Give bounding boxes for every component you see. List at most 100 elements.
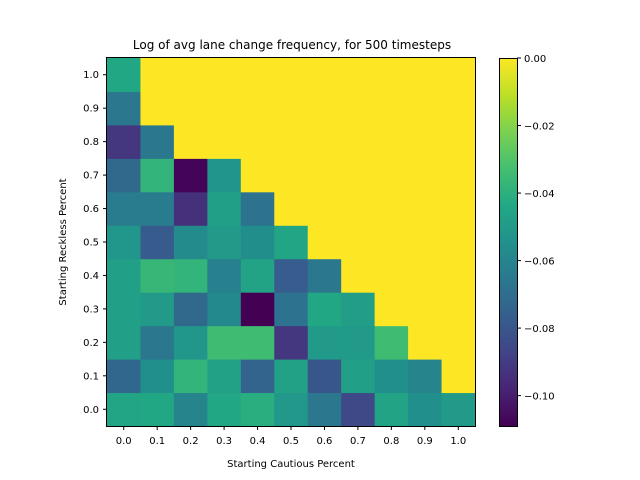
heatmap-cell <box>240 225 275 260</box>
heatmap-cell <box>441 292 476 327</box>
heatmap-cell <box>408 325 443 360</box>
heatmap-cell <box>374 359 409 394</box>
heatmap-cell <box>274 158 309 193</box>
y-tick-label: 0.2 <box>83 338 99 349</box>
heatmap-cell <box>207 158 242 193</box>
heatmap-cell <box>307 392 342 427</box>
colorbar-tick-label: −0.04 <box>524 189 555 200</box>
heatmap-cell <box>107 91 141 126</box>
x-tick-label: 0.4 <box>250 436 266 447</box>
heatmap-cell <box>274 91 309 126</box>
heatmap-cell <box>408 91 443 126</box>
heatmap-cell <box>307 325 342 360</box>
heatmap-cell <box>408 124 443 159</box>
chart-title: Log of avg lane change frequency, for 50… <box>133 38 451 52</box>
heatmap-cell <box>408 191 443 226</box>
heatmap-cell <box>374 158 409 193</box>
y-axis-label: Starting Reckless Percent <box>58 178 69 305</box>
heatmap-cell <box>408 258 443 293</box>
x-axis: 0.0 0.1 0.2 0.3 0.4 0.5 0.6 0.7 0.8 0.9 1.0 <box>116 426 466 447</box>
heatmap-cell <box>441 325 476 360</box>
y-tick-label: 0.3 <box>83 304 99 315</box>
heatmap-cell <box>441 392 476 427</box>
heatmap-cell <box>374 392 409 427</box>
heatmap-cell <box>441 225 476 260</box>
heatmap-cell <box>107 258 141 293</box>
heatmap-cell <box>140 325 175 360</box>
heatmap-cell <box>441 258 476 293</box>
heatmap-cell <box>341 225 376 260</box>
heatmap-cell <box>274 325 309 360</box>
heatmap-cell <box>207 124 242 159</box>
heatmap-cell <box>240 91 275 126</box>
heatmap-cell <box>374 225 409 260</box>
heatmap-cell <box>140 124 175 159</box>
heatmap-cell <box>173 359 208 394</box>
x-tick-label: 0.5 <box>283 436 299 447</box>
y-tick-label: 0.8 <box>83 137 99 148</box>
heatmap-cell <box>307 258 342 293</box>
heatmap-cell <box>207 392 242 427</box>
heatmap-cell <box>107 392 141 427</box>
heatmap-cell <box>341 58 376 92</box>
heatmap-cell <box>173 292 208 327</box>
heatmap-cell <box>173 58 208 92</box>
heatmap-cell <box>140 392 175 427</box>
colorbar-tick-label: 0.00 <box>524 54 546 65</box>
heatmap-cell <box>408 392 443 427</box>
heatmap-cell <box>207 359 242 394</box>
heatmap-cell <box>374 258 409 293</box>
heatmap-cell <box>173 124 208 159</box>
heatmap-cell <box>240 325 275 360</box>
heatmap-cell <box>107 225 141 260</box>
x-tick-label: 0.8 <box>383 436 399 447</box>
heatmap-cell <box>441 91 476 126</box>
heatmap-cell <box>140 359 175 394</box>
x-axis-label: Starting Cautious Percent <box>227 459 355 470</box>
heatmap-cell <box>140 225 175 260</box>
y-tick-label: 0.4 <box>83 271 99 282</box>
heatmap-cell <box>441 58 476 92</box>
heatmap-cell <box>140 58 175 92</box>
heatmap-cell <box>374 191 409 226</box>
heatmap-cell <box>173 258 208 293</box>
heatmap-cell <box>341 191 376 226</box>
heatmap-cell <box>341 158 376 193</box>
heatmap-cell <box>307 292 342 327</box>
heatmap-cell <box>207 292 242 327</box>
heatmap-cell <box>341 124 376 159</box>
heatmap-cell <box>107 191 141 226</box>
heatmap-cell <box>207 225 242 260</box>
colorbar-axis: 0.00 −0.02 −0.04 −0.06 −0.08 −0.10 <box>517 54 555 403</box>
heatmap-cell <box>408 292 443 327</box>
heatmap-cell <box>140 292 175 327</box>
heatmap-cell <box>173 225 208 260</box>
heatmap-cell <box>274 225 309 260</box>
heatmap-cell <box>107 325 141 360</box>
heatmap-cell <box>107 292 141 327</box>
heatmap-cell <box>207 258 242 293</box>
heatmap-cell <box>240 191 275 226</box>
heatmap-cell <box>341 392 376 427</box>
heatmap-cell <box>274 392 309 427</box>
heatmap-cell <box>140 158 175 193</box>
heatmap-cell <box>173 191 208 226</box>
x-tick-label: 0.0 <box>116 436 132 447</box>
heatmap-cell <box>408 58 443 92</box>
heatmap-cell <box>341 359 376 394</box>
x-tick-label: 0.9 <box>417 436 433 447</box>
y-tick-label: 0.7 <box>83 171 99 182</box>
x-tick-label: 0.6 <box>317 436 333 447</box>
heatmap-cells <box>107 58 476 427</box>
heatmap-cell <box>207 325 242 360</box>
heatmap-cell <box>341 91 376 126</box>
heatmap-cell <box>207 91 242 126</box>
x-tick-label: 0.1 <box>149 436 165 447</box>
heatmap-cell <box>240 124 275 159</box>
heatmap-cell <box>107 359 141 394</box>
heatmap-cell <box>207 58 242 92</box>
y-tick-label: 0.0 <box>83 405 99 416</box>
heatmap-cell <box>341 292 376 327</box>
heatmap-cell <box>107 158 141 193</box>
